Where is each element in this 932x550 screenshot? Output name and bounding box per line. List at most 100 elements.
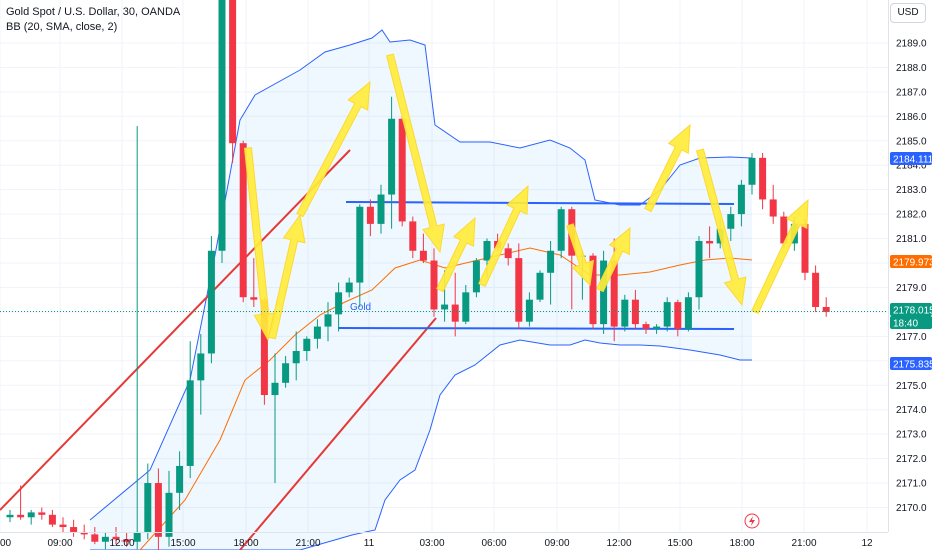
candle-down (80, 531, 88, 535)
candle-up (547, 250, 555, 273)
symbol-title[interactable]: Gold Spot / U.S. Dollar, 30, OANDA (6, 6, 181, 18)
candle-down (769, 199, 777, 217)
candle-up (271, 382, 279, 396)
candle-down (430, 260, 438, 310)
candle-up (101, 536, 109, 542)
candle-up (356, 206, 364, 283)
candle-down (112, 536, 120, 540)
candle-up (186, 380, 194, 466)
candle-down (451, 304, 459, 322)
bollinger-upper-line (89, 29, 753, 521)
candle-up (144, 483, 152, 532)
price-tick-label: 2186.0 (896, 112, 927, 123)
candle-down (38, 512, 46, 515)
time-tick-label: 12 (861, 538, 873, 549)
candle-up (207, 250, 215, 354)
svg-text:18:40: 18:40 (893, 319, 918, 330)
candle-up (133, 531, 141, 542)
candle-up (472, 260, 480, 293)
time-tick-label: 09:00 (544, 538, 569, 549)
candle-down (674, 302, 682, 330)
candle-up (483, 240, 491, 261)
currency-button[interactable]: USD (890, 3, 926, 23)
candle-down (642, 324, 650, 330)
arrow-down-4 (696, 148, 747, 307)
bollinger-fill (90, 30, 752, 550)
candle-down (70, 527, 78, 532)
candle-down (17, 514, 25, 518)
candle-down (419, 250, 427, 261)
arrow-annotations (243, 53, 809, 342)
time-tick-label: 11 (364, 538, 375, 549)
price-tick-label: 2177.0 (896, 332, 927, 343)
price-tick-label: 2171.0 (896, 479, 927, 490)
candle-down (48, 514, 56, 525)
candle-up (282, 363, 290, 383)
price-tick-label: 2175.0 (896, 381, 927, 392)
price-tick-label: 2182.0 (896, 210, 927, 221)
candle-down (801, 223, 809, 273)
candle-down (409, 221, 417, 251)
arrow-up-1 (267, 213, 306, 340)
symbol-label: Gold (350, 302, 371, 313)
time-tick-label: 06:00 (481, 538, 506, 549)
svg-text:2179.973: 2179.973 (893, 258, 932, 269)
time-tick-label: 15:00 (667, 538, 692, 549)
candle-up (695, 240, 703, 298)
price-tag: 2184.111 (890, 152, 932, 166)
candle-up (525, 299, 533, 322)
candle-down (154, 483, 162, 537)
svg-text:2175.835: 2175.835 (893, 360, 932, 371)
candle-up (441, 304, 449, 310)
price-tick-label: 2187.0 (896, 87, 927, 98)
candle-up (335, 292, 343, 315)
candle-up (377, 194, 385, 224)
candle-down (250, 297, 258, 300)
time-tick-label: 18:00 (233, 538, 258, 549)
candle-up (292, 351, 300, 364)
candle-up (218, 0, 226, 251)
time-tick-label: 21:00 (295, 538, 320, 549)
candle-down (631, 299, 639, 325)
candle-down (780, 216, 788, 244)
trend-channel-drawings: Gold (0, 149, 735, 550)
price-tick-label: 2185.0 (896, 136, 927, 147)
arrow-up-7 (751, 198, 809, 315)
price-tick-label: 2179.0 (896, 283, 927, 294)
candle-up (748, 157, 756, 185)
channel-lower-line (239, 317, 437, 550)
chart-legend: Gold Spot / U.S. Dollar, 30, OANDA BB (2… (6, 5, 180, 35)
candlesticks (6, 0, 830, 550)
price-tick-label: 2188.0 (896, 63, 927, 74)
candle-down (260, 299, 268, 396)
price-tick-label: 2181.0 (896, 234, 927, 245)
support-line (337, 327, 735, 330)
indicator-title[interactable]: BB (20, SMA, close, 2) (6, 21, 118, 33)
candle-up (727, 214, 735, 229)
candle-down (759, 157, 767, 200)
price-tick-label: 2170.0 (896, 503, 927, 514)
candle-down (239, 143, 247, 298)
candle-up (737, 184, 745, 215)
candle-up (621, 299, 629, 327)
candle-down (123, 539, 131, 542)
candle-up (27, 512, 35, 518)
candle-up (324, 314, 332, 327)
candle-down (822, 307, 830, 312)
arrow-up-3 (436, 216, 476, 293)
arrow-up-5 (596, 226, 631, 293)
time-tick-label: 21:00 (791, 538, 816, 549)
price-tick-label: 2189.0 (896, 38, 927, 49)
candle-up (653, 326, 661, 330)
arrow-up-6 (644, 123, 691, 213)
candle-up (313, 326, 321, 339)
candle-up (388, 118, 396, 195)
candle-down (398, 118, 406, 222)
candle-up (165, 492, 173, 537)
candle-down (91, 534, 99, 542)
candle-up (557, 209, 565, 251)
price-tick-label: 2172.0 (896, 454, 927, 465)
channel-upper-line (0, 149, 351, 511)
candle-up (536, 272, 544, 300)
